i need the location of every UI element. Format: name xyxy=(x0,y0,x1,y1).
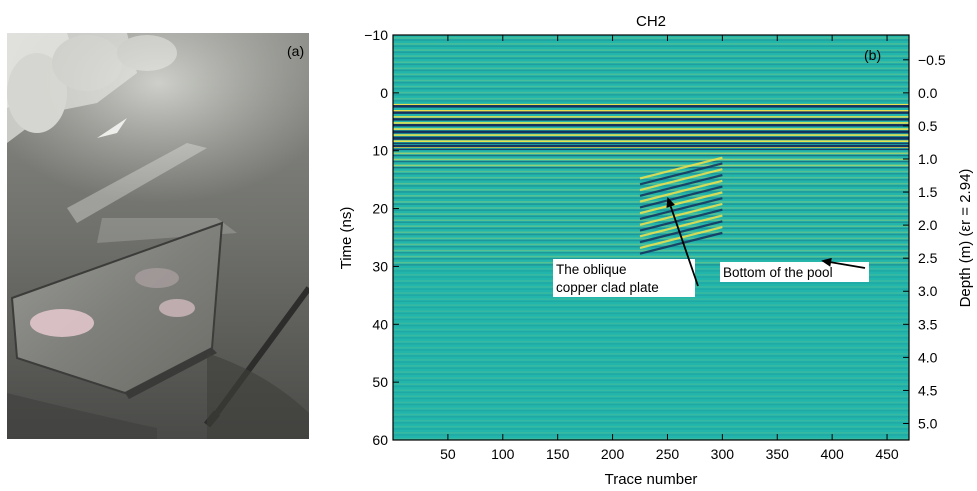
plate-reflection xyxy=(639,214,723,238)
annotation-copper-plate: The oblique copper clad plate xyxy=(553,197,699,297)
y-tick-label: 0 xyxy=(380,85,388,101)
annotation-copper-plate-arrowhead xyxy=(666,197,675,208)
depth-axis-ticks: −0.5 0.0 0.5 1.0 1.5 2.0 2.5 3.0 3.5 4.0 4.5 5.0 xyxy=(903,52,946,432)
photo-panel xyxy=(7,33,309,439)
plate-reflection xyxy=(639,202,723,226)
y-axis-label: Time (ns) xyxy=(338,207,355,270)
annotation-copper-plate-box xyxy=(553,259,695,297)
x-tick-label: 400 xyxy=(820,446,844,462)
x-tick-label: 50 xyxy=(440,446,456,462)
y-tick-label: 60 xyxy=(372,432,388,448)
plate-reflection xyxy=(639,185,723,209)
depth-tick-label: 0.0 xyxy=(918,85,938,101)
x-axis-ticks: 50 100 150 200 250 300 350 400 450 xyxy=(440,35,899,462)
x-tick-label: 350 xyxy=(766,446,790,462)
plate-reflection xyxy=(639,231,723,255)
plate-reflection xyxy=(639,197,723,221)
depth-axis-label: Depth (m) (εr = 2.94) xyxy=(957,169,974,308)
depth-tick-label: 4.0 xyxy=(918,349,938,365)
x-tick-label: 200 xyxy=(601,446,625,462)
y-tick-label: 50 xyxy=(372,374,388,390)
annotation-pool-bottom-box xyxy=(720,262,869,282)
chart-panel-label: (b) xyxy=(864,47,881,63)
plate-reflection xyxy=(639,179,723,203)
y-tick-label: 40 xyxy=(372,316,388,332)
depth-tick-label: −0.5 xyxy=(918,52,946,68)
depth-tick-label: 5.0 xyxy=(918,416,938,432)
plot-area xyxy=(393,35,909,440)
plot-frame xyxy=(392,34,910,441)
depth-tick-label: 4.5 xyxy=(918,382,938,398)
plate-reflection xyxy=(639,156,723,180)
plate-reflection xyxy=(639,168,723,192)
photo-panel-label: (a) xyxy=(287,43,304,59)
annotation-copper-plate-arrow xyxy=(669,206,699,287)
depth-tick-label: 3.0 xyxy=(918,283,938,299)
y-tick-label: −10 xyxy=(364,27,388,43)
depth-tick-label: 2.5 xyxy=(918,250,938,266)
x-tick-label: 150 xyxy=(546,446,570,462)
plate-reflection xyxy=(639,162,723,186)
plate-reflection xyxy=(639,220,723,244)
plot-background xyxy=(393,35,909,440)
x-tick-label: 250 xyxy=(656,446,680,462)
depth-tick-label: 0.5 xyxy=(918,118,938,134)
depth-tick-label: 2.0 xyxy=(918,217,938,233)
plate-reflection xyxy=(639,173,723,197)
annotation-copper-plate-line1: The oblique xyxy=(556,262,627,277)
depth-tick-label: 1.0 xyxy=(918,151,938,167)
depth-tick-label: 1.5 xyxy=(918,184,938,200)
annotation-pool-bottom-arrowhead xyxy=(821,257,832,267)
y-tick-label: 10 xyxy=(372,143,388,159)
x-axis-label: Trace number xyxy=(605,471,698,488)
chart-title: CH2 xyxy=(636,13,666,30)
x-tick-label: 450 xyxy=(875,446,899,462)
x-tick-label: 100 xyxy=(491,446,515,462)
annotation-pool-bottom-arrow xyxy=(830,261,866,269)
reflection-bands xyxy=(393,37,909,440)
annotation-pool-bottom: Bottom of the pool xyxy=(720,257,869,282)
y-tick-label: 30 xyxy=(372,258,388,274)
photo-image xyxy=(7,33,309,439)
plate-reflection xyxy=(639,191,723,215)
depth-tick-label: 3.5 xyxy=(918,316,938,332)
annotation-pool-bottom-text: Bottom of the pool xyxy=(723,265,833,280)
y-tick-label: 20 xyxy=(372,201,388,217)
annotation-copper-plate-line2: copper clad plate xyxy=(556,280,659,295)
plate-reflection xyxy=(639,208,723,232)
x-tick-label: 300 xyxy=(711,446,735,462)
y-axis-ticks: −10 0 10 20 30 40 50 60 xyxy=(364,27,399,448)
